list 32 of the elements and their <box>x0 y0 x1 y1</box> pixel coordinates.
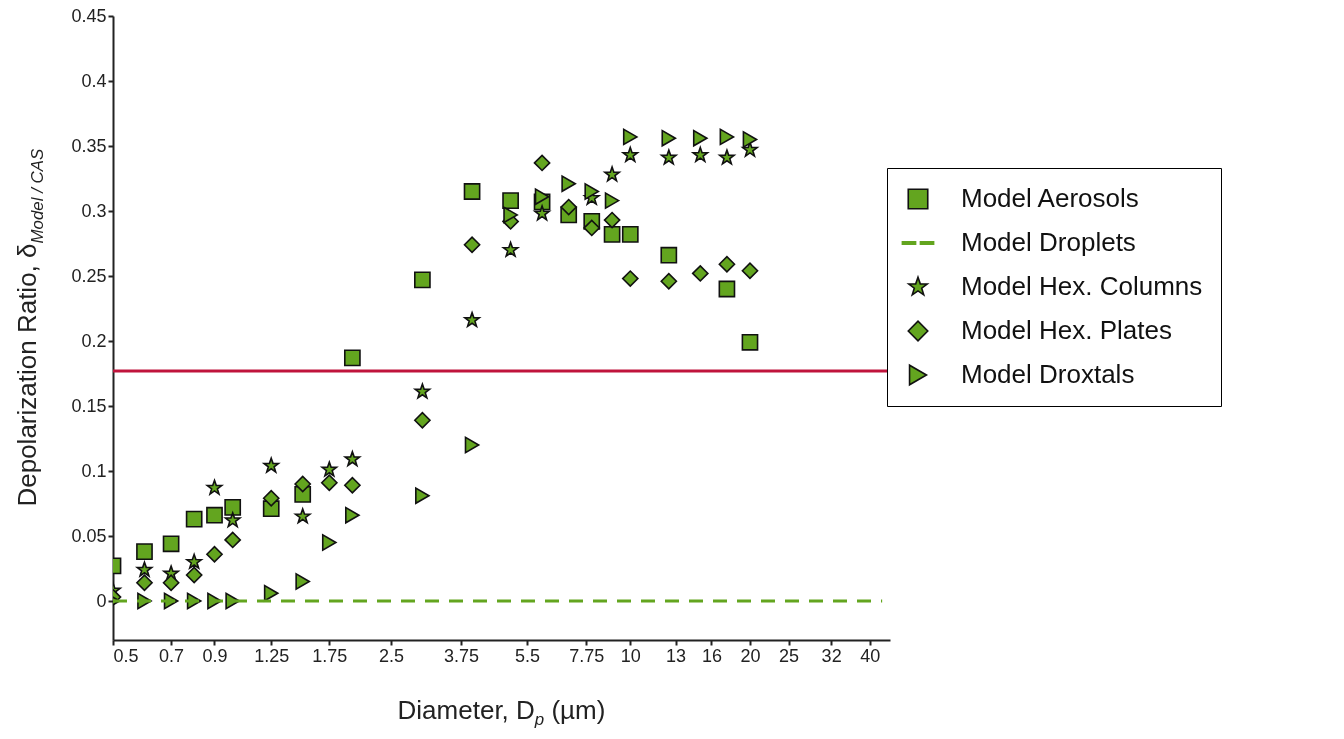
y-tick-label: 0.45 <box>71 5 107 26</box>
x-tick-label: 3.75 <box>443 645 479 666</box>
legend-label: Model Aerosols <box>961 183 1139 213</box>
y-tick-label: 0.15 <box>71 395 107 416</box>
legend-label: Model Hex. Columns <box>961 271 1203 301</box>
y-tick-label: 0.05 <box>71 525 107 546</box>
y-tick-label: 0.4 <box>81 70 107 91</box>
x-tick-label: 0.7 <box>159 645 185 666</box>
x-tick-label: 40 <box>860 645 881 666</box>
x-tick-label: 20 <box>740 645 761 666</box>
legend-label: Model Droxtals <box>961 359 1135 389</box>
x-tick-label: 0.9 <box>202 645 228 666</box>
x-tick-label: 1.75 <box>312 645 348 666</box>
legend-label: Model Droplets <box>961 227 1136 257</box>
y-tick-label: 0.3 <box>81 200 107 221</box>
x-tick-label: 7.75 <box>569 645 605 666</box>
x-tick-label: 32 <box>821 645 842 666</box>
y-tick-label: 0.35 <box>71 135 107 156</box>
legend-label: Model Hex. Plates <box>961 315 1172 345</box>
x-tick-label: 10 <box>620 645 641 666</box>
y-tick-label: 0.2 <box>81 330 107 351</box>
x-tick-label: 1.25 <box>254 645 290 666</box>
x-tick-label: 0.5 <box>113 645 139 666</box>
y-tick-label: 0.25 <box>71 265 107 286</box>
x-tick-label: 5.5 <box>515 645 541 666</box>
x-axis-title: Diameter, D$_{p}$ (µm) <box>396 695 607 731</box>
y-tick-label: 0 <box>96 590 107 611</box>
x-tick-label: 2.5 <box>378 645 404 666</box>
x-tick-label: 13 <box>666 645 687 666</box>
y-tick-label: 0.1 <box>81 460 107 481</box>
x-tick-label: 25 <box>778 645 800 666</box>
x-tick-label: 16 <box>701 645 722 666</box>
